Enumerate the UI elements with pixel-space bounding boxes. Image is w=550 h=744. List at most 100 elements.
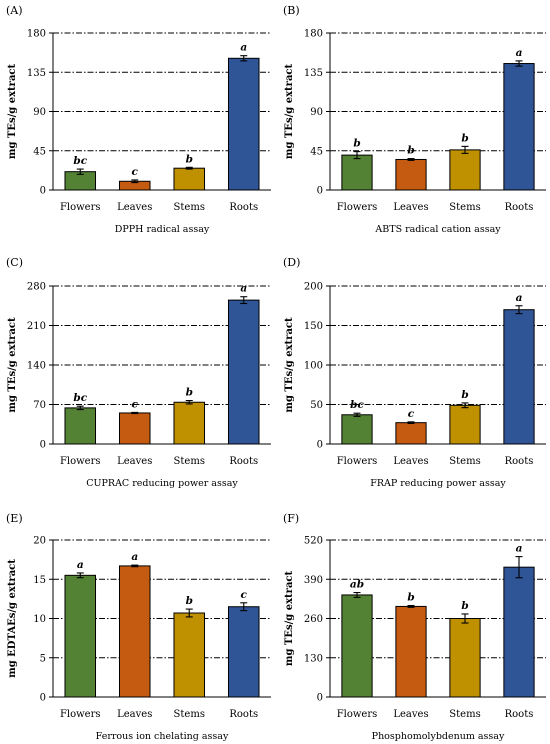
x-category-label: Stems xyxy=(174,709,205,720)
significance-letter: c xyxy=(132,398,139,410)
bar-roots xyxy=(503,63,535,191)
significance-letter: c xyxy=(408,408,415,420)
significance-letter: a xyxy=(516,543,523,555)
y-tick-label: 150 xyxy=(304,321,323,332)
bar-leaves xyxy=(118,565,151,698)
y-tick-label: 390 xyxy=(304,575,323,586)
significance-letter: bc xyxy=(73,155,87,167)
y-tick-label: 0 xyxy=(317,186,323,197)
y-tick-label: 180 xyxy=(304,29,323,40)
y-tick-label: 90 xyxy=(33,107,46,118)
x-category-label: Leaves xyxy=(393,456,428,467)
significance-letter: a xyxy=(516,292,523,304)
y-tick-label: 135 xyxy=(304,68,323,79)
significance-letter: a xyxy=(516,47,523,59)
chart-panel-4: (D) 0 50 100 150 200 bc Flowers c Leaves b Stems a Ro… xyxy=(283,256,546,489)
bar-flowers xyxy=(341,594,373,698)
y-tick-label: 45 xyxy=(33,146,46,157)
y-tick-label: 50 xyxy=(310,400,323,411)
x-axis-label: CUPRAC reducing power assay xyxy=(86,478,238,489)
significance-letter: b xyxy=(461,132,468,144)
significance-letter: a xyxy=(77,559,84,571)
bar-stems xyxy=(449,404,481,445)
x-category-label: Stems xyxy=(449,456,480,467)
y-tick-label: 0 xyxy=(317,440,323,451)
y-tick-label: 0 xyxy=(40,440,46,451)
x-category-label: Roots xyxy=(505,709,534,720)
y-tick-label: 280 xyxy=(27,282,46,293)
y-tick-label: 210 xyxy=(27,321,46,332)
y-tick-label: 45 xyxy=(310,146,323,157)
bar-roots xyxy=(503,566,535,698)
y-tick-label: 260 xyxy=(304,614,323,625)
bar-roots xyxy=(503,309,535,445)
bar-leaves xyxy=(118,412,151,445)
y-axis-label: mg TEs/g extract xyxy=(284,63,295,159)
panel-letter: (E) xyxy=(6,512,23,525)
bar-stems xyxy=(173,167,206,191)
x-category-label: Roots xyxy=(229,456,258,467)
significance-letter: a xyxy=(240,283,247,295)
x-category-label: Flowers xyxy=(60,709,101,720)
x-category-label: Stems xyxy=(174,456,205,467)
bar-stems xyxy=(449,618,481,698)
bar-flowers xyxy=(64,574,97,698)
bar-stems xyxy=(449,149,481,191)
y-tick-label: 10 xyxy=(33,614,46,625)
x-category-label: Leaves xyxy=(117,709,152,720)
significance-letter: ab xyxy=(350,579,364,591)
x-category-label: Flowers xyxy=(337,709,378,720)
x-category-label: Roots xyxy=(505,202,534,213)
chart-panel-5: (E) 0 5 10 15 20 a Flowers a Leaves b Stems c RootsFe… xyxy=(6,512,271,742)
bar-roots xyxy=(227,606,260,698)
significance-letter: b xyxy=(186,595,193,607)
x-axis-label: FRAP reducing power assay xyxy=(370,478,506,489)
y-axis-label: mg TEs/g extract xyxy=(284,570,295,666)
y-tick-label: 20 xyxy=(33,536,46,547)
x-category-label: Flowers xyxy=(337,202,378,213)
panel-letter: (A) xyxy=(6,4,23,17)
y-tick-label: 130 xyxy=(304,653,323,664)
significance-letter: a xyxy=(240,42,247,54)
significance-letter: b xyxy=(461,600,468,612)
y-tick-label: 5 xyxy=(40,653,46,664)
bar-roots xyxy=(227,57,260,191)
x-axis-label: DPPH radical assay xyxy=(115,224,210,235)
x-category-label: Stems xyxy=(174,202,205,213)
y-tick-label: 0 xyxy=(40,186,46,197)
significance-letter: b xyxy=(186,387,193,399)
significance-letter: bc xyxy=(350,399,364,411)
significance-letter: a xyxy=(131,551,138,563)
y-tick-label: 70 xyxy=(33,400,46,411)
significance-letter: b xyxy=(186,153,193,165)
panel-letter: (F) xyxy=(283,512,299,525)
y-tick-label: 180 xyxy=(27,29,46,40)
x-category-label: Flowers xyxy=(60,456,101,467)
x-category-label: Leaves xyxy=(117,456,152,467)
bar-leaves xyxy=(395,605,427,698)
chart-panel-1: (A) 0 45 90 135 180 bc Flowers c Leaves b Stems a Roo… xyxy=(6,4,271,235)
chart-panel-2: (B) 0 45 90 135 180 b Flowers b Leaves b Stems a Root… xyxy=(283,4,546,235)
bar-stems xyxy=(173,612,206,698)
panel-letter: (B) xyxy=(283,4,300,17)
x-axis-label: Phosphomolybdenum assay xyxy=(372,731,505,742)
y-axis-label: mg TEs/g extract xyxy=(284,317,295,413)
x-category-label: Flowers xyxy=(60,202,101,213)
x-category-label: Stems xyxy=(449,709,480,720)
significance-letter: b xyxy=(407,592,414,604)
bar-flowers xyxy=(341,154,373,191)
x-category-label: Roots xyxy=(229,202,258,213)
bar-roots xyxy=(227,299,260,445)
y-tick-label: 520 xyxy=(304,536,323,547)
y-tick-label: 140 xyxy=(27,361,46,372)
y-tick-label: 90 xyxy=(310,107,323,118)
x-category-label: Leaves xyxy=(393,202,428,213)
significance-letter: b xyxy=(407,145,414,157)
panel-letter: (D) xyxy=(283,256,300,269)
significance-letter: bc xyxy=(73,392,87,404)
chart-panel-3: (C) 0 70 140 210 280 bc Flowers c Leaves b Stems a Ro… xyxy=(6,256,271,489)
significance-letter: c xyxy=(241,589,248,601)
y-tick-label: 0 xyxy=(317,693,323,704)
x-category-label: Stems xyxy=(449,202,480,213)
